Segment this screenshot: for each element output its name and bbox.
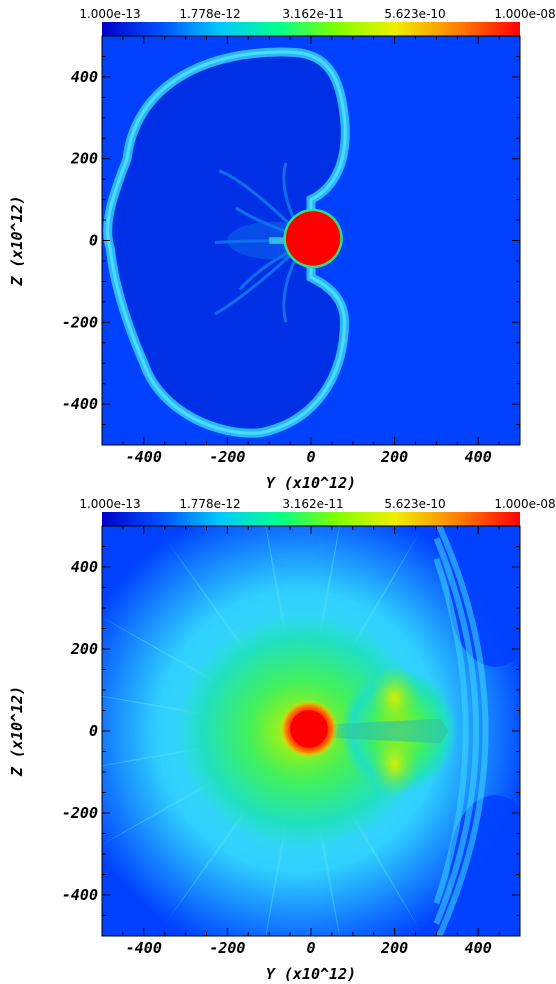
y-tick-label: 0	[89, 232, 98, 250]
panel-1: 1.000e-13 1.778e-12 3.162e-11 5.623e-10 1.00…	[8, 7, 556, 492]
colorbar-tick-label: 3.162e-11	[282, 7, 343, 21]
bubble-rim	[106, 50, 347, 435]
colorbar-tick-label: 1.000e-13	[79, 7, 140, 21]
x-tick-label: 400	[465, 939, 492, 957]
jet-lobe-upper	[369, 664, 420, 732]
x-axis-label: Y (x10^12)	[266, 474, 356, 492]
y-tick-label: 200	[70, 640, 98, 658]
y-tick-label: -400	[62, 395, 98, 413]
y-tick-label: 0	[89, 722, 98, 740]
y-tick-label: 200	[70, 150, 98, 168]
x-tick-label: -200	[209, 448, 245, 466]
heatmap-image	[102, 526, 520, 936]
y-tick-label: 400	[71, 558, 98, 576]
colorbar-tick-label: 1.000e-08	[494, 7, 555, 21]
x-tick-label: -200	[209, 939, 245, 957]
x-tick-label: 0	[306, 448, 315, 466]
colorbar-tick-label: 1.778e-12	[179, 7, 240, 21]
core	[290, 710, 328, 748]
colorbar	[102, 22, 520, 36]
panel-2: 1.000e-13 1.778e-12 3.162e-11 5.623e-10 1.00…	[8, 497, 556, 983]
colorbar-tick-label: 3.162e-11	[282, 497, 343, 511]
y-tick-label: -200	[62, 313, 98, 331]
y-axis-label: Z (x10^12)	[8, 195, 26, 286]
colorbar	[102, 512, 520, 526]
heatmap-image	[102, 36, 520, 445]
y-tick-label: -400	[62, 886, 98, 904]
y-axis-label: Z (x10^12)	[8, 686, 26, 777]
colorbar-tick-label: 1.000e-08	[494, 497, 555, 511]
x-axis-label: Y (x10^12)	[266, 965, 356, 983]
core	[285, 211, 341, 266]
x-tick-label: 400	[465, 448, 492, 466]
shock-arc	[433, 557, 469, 905]
y-tick-label: 400	[71, 68, 98, 86]
x-tick-label: -400	[126, 939, 162, 957]
colorbar-tick-label: 1.000e-13	[79, 497, 140, 511]
jet-lobe-lower	[369, 730, 420, 798]
jet-channel	[319, 718, 449, 744]
colorbar-tick-label: 5.623e-10	[384, 7, 445, 21]
colorbar-tick-label: 5.623e-10	[384, 497, 445, 511]
colorbar-tick-label: 1.778e-12	[179, 497, 240, 511]
y-tick-label: -200	[62, 804, 98, 822]
x-tick-label: 200	[380, 939, 408, 957]
shock-arc	[435, 526, 489, 936]
shock-arc	[433, 537, 480, 925]
x-tick-label: 0	[306, 939, 315, 957]
x-tick-label: 200	[380, 448, 408, 466]
x-tick-label: -400	[126, 448, 162, 466]
